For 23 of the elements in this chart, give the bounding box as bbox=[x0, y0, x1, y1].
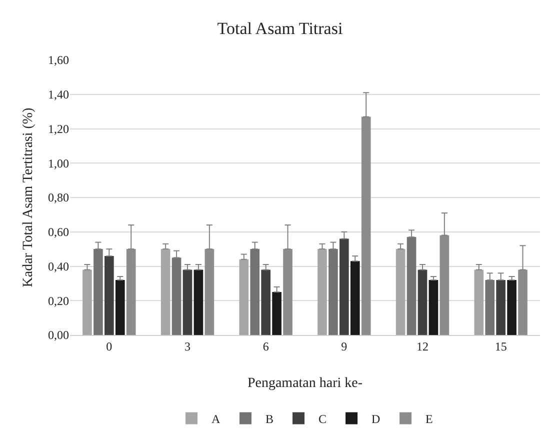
x-tick-label: 6 bbox=[262, 339, 269, 354]
chart-title: Total Asam Titrasi bbox=[217, 19, 343, 38]
x-axis-title: Pengamatan hari ke- bbox=[247, 376, 363, 391]
legend-label: C bbox=[318, 412, 327, 426]
y-tick-label: 0,20 bbox=[48, 294, 69, 308]
x-tick-label: 12 bbox=[416, 339, 428, 354]
y-tick-label: 1,20 bbox=[48, 122, 69, 136]
legend-label: B bbox=[266, 412, 274, 426]
y-tick-label: 1,40 bbox=[48, 88, 69, 102]
x-tick-label: 9 bbox=[341, 339, 348, 354]
x-tick-label: 15 bbox=[494, 339, 507, 354]
y-tick-label: 1,60 bbox=[48, 53, 69, 68]
legend-label: E bbox=[426, 412, 433, 426]
y-tick-label: 0,60 bbox=[48, 225, 69, 240]
y-tick-label: 1,00 bbox=[48, 156, 69, 170]
x-tick-label: 3 bbox=[184, 339, 190, 354]
y-tick-label: 0,40 bbox=[48, 259, 69, 274]
y-tick-label: 0,00 bbox=[48, 328, 69, 342]
y-axis-title: Kadar Total Asam Tertitrasi (%) bbox=[21, 107, 36, 288]
y-tick-label: 0,80 bbox=[48, 190, 69, 205]
legend-label: D bbox=[372, 412, 381, 426]
legend-label: A bbox=[212, 412, 220, 426]
x-tick-label: 0 bbox=[106, 339, 112, 354]
